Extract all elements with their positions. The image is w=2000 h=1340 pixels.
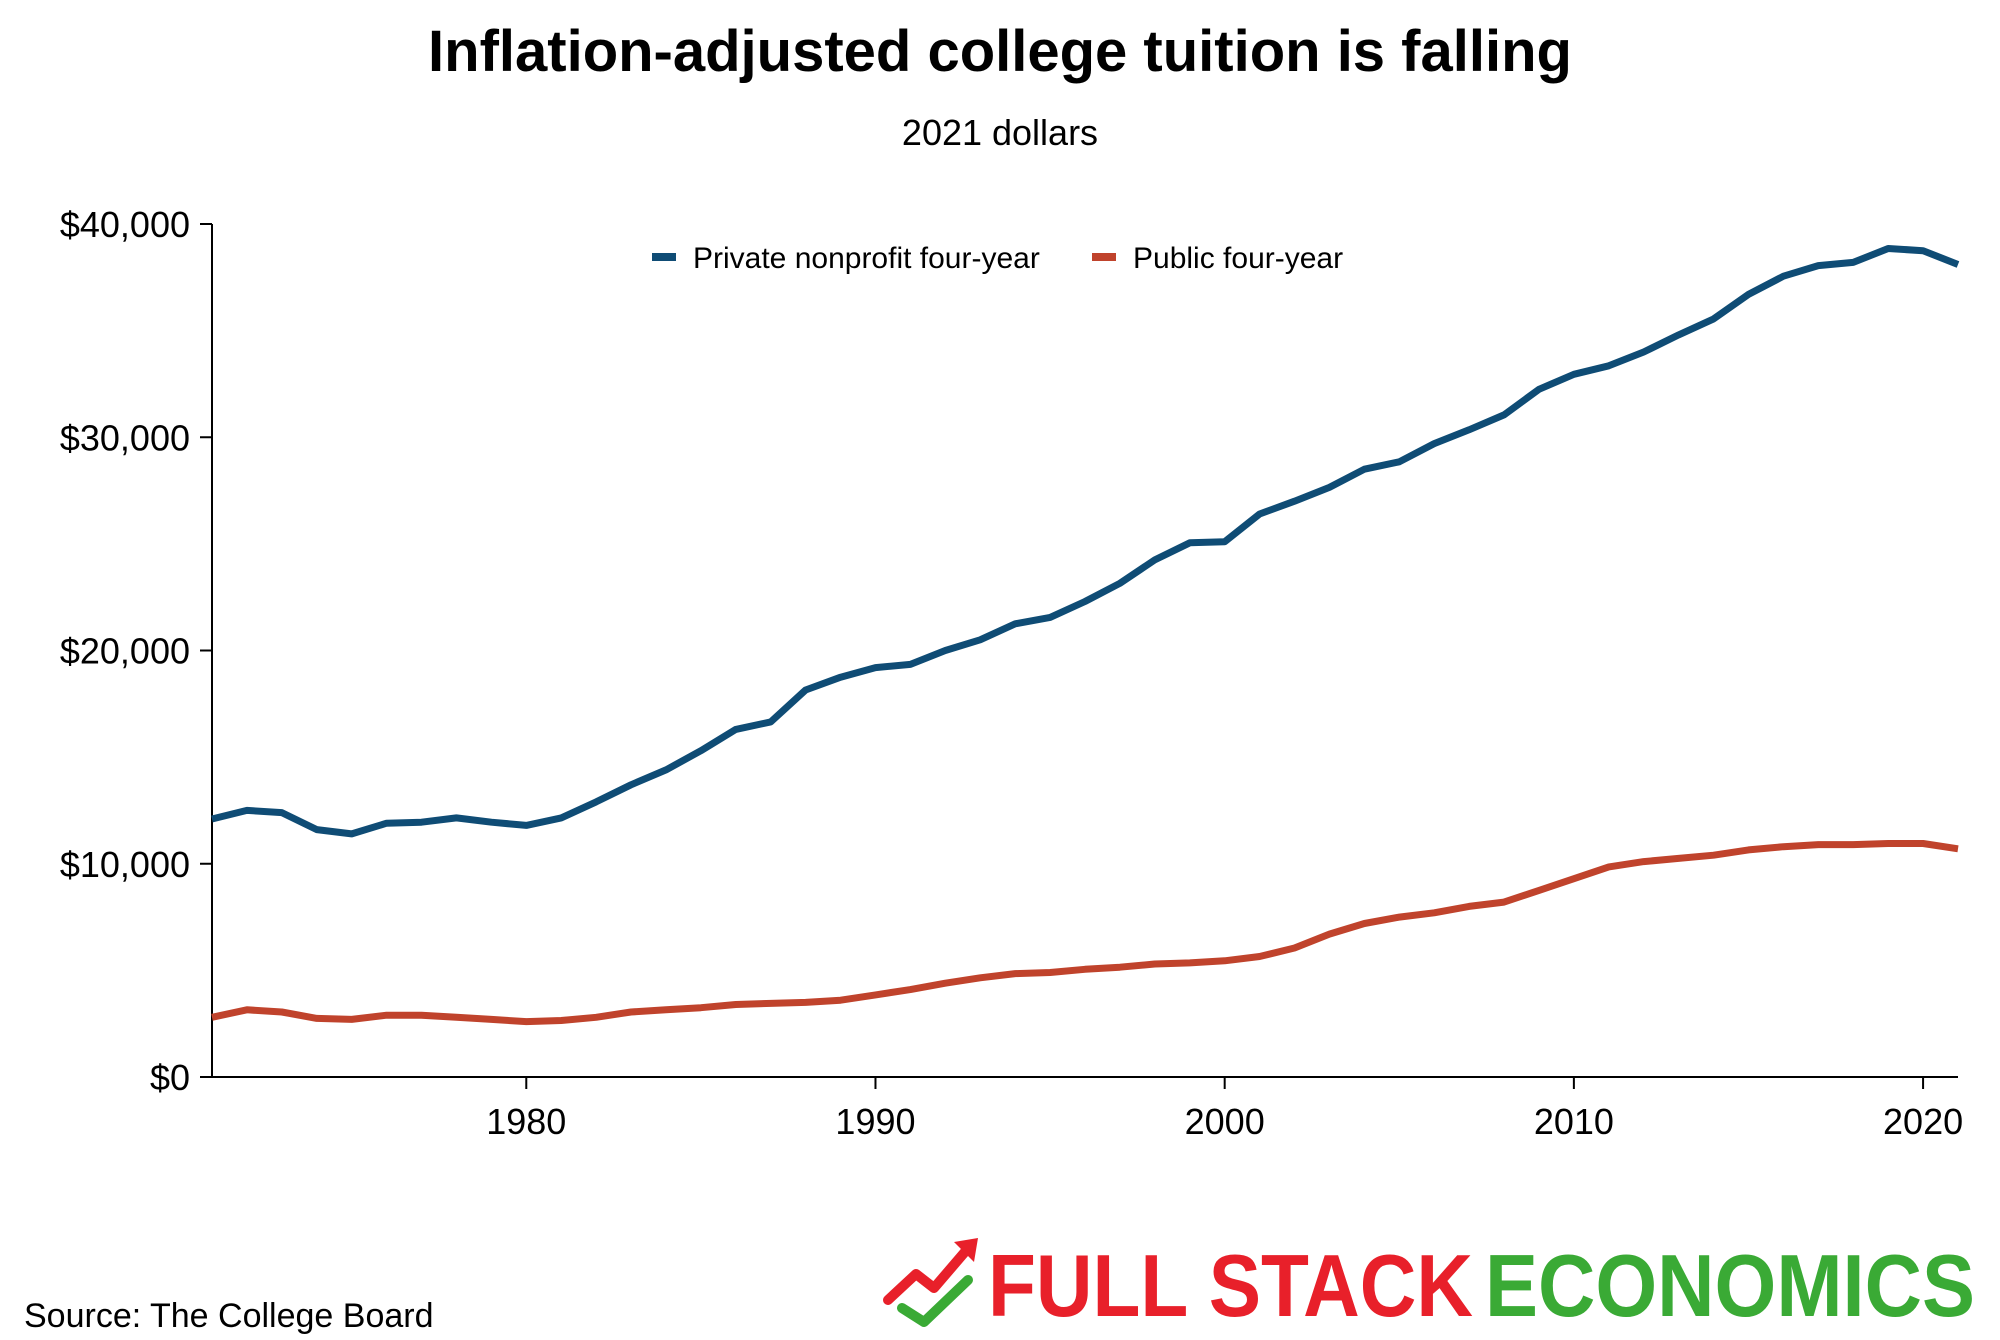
- brand-word-full-stack: FULL STACK: [988, 1236, 1473, 1328]
- y-tick-label: $0: [150, 1057, 190, 1098]
- y-tick-label: $10,000: [60, 844, 190, 885]
- series-line-private-nonprofit: [211, 245, 1960, 838]
- x-tick-label: 1990: [835, 1101, 915, 1142]
- x-tick-label: 2020: [1883, 1101, 1963, 1142]
- y-tick-label: $30,000: [60, 417, 190, 458]
- source-note: Source: The College Board: [24, 1297, 434, 1335]
- y-tick-label: $40,000: [60, 204, 190, 245]
- y-axis-ticks: $0 $10,000 $20,000 $30,000 $40,000: [60, 204, 212, 1098]
- trend-arrow-check-icon: [883, 1238, 978, 1327]
- legend-label: Public four-year: [1133, 242, 1343, 275]
- x-tick-label: 2000: [1185, 1101, 1265, 1142]
- x-tick-label: 2010: [1534, 1101, 1614, 1142]
- y-tick-label: $20,000: [60, 631, 190, 672]
- chart-subtitle: 2021 dollars: [901, 112, 1099, 153]
- x-axis-ticks: 1980 1990 2000 2010 2020: [486, 1077, 1963, 1142]
- axes: [211, 224, 1958, 1078]
- line-chart: $0 $10,000 $20,000 $30,000 $40,000 1980 1990 2…: [60, 204, 1963, 1142]
- series-lines: [211, 245, 1960, 1026]
- legend-label: Private nonprofit four-year: [693, 242, 1040, 275]
- brand-logo: FULL STACK ECONOMICS: [883, 1236, 1975, 1328]
- chart-title: Inflation-adjusted college tuition is fa…: [428, 19, 1572, 84]
- brand-word-economics: ECONOMICS: [1485, 1236, 1975, 1328]
- legend: Private nonprofit four-year Public four-y…: [652, 242, 1343, 275]
- series-line-public: [211, 840, 1959, 1026]
- x-tick-label: 1980: [486, 1101, 566, 1142]
